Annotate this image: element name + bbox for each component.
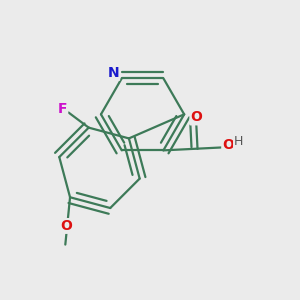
Text: O: O	[190, 110, 202, 124]
Text: N: N	[108, 66, 119, 80]
Text: H: H	[233, 135, 243, 148]
Text: O: O	[222, 138, 234, 152]
Text: F: F	[58, 102, 67, 116]
Text: O: O	[60, 219, 72, 233]
